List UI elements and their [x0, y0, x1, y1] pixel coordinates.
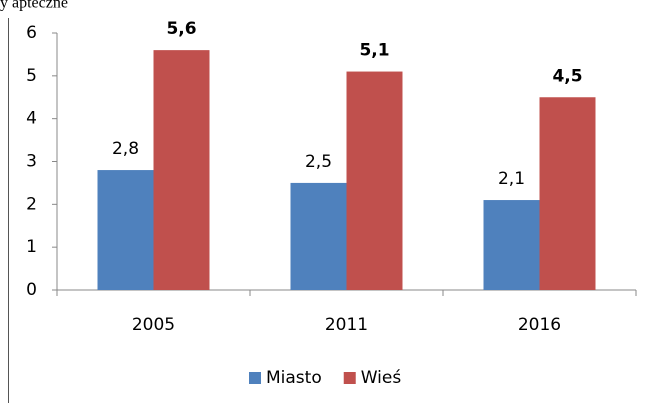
- bar: [97, 170, 154, 290]
- bar: [483, 200, 540, 290]
- x-tick-label: 2016: [518, 315, 561, 335]
- bar: [290, 182, 347, 290]
- x-tick-label: 2005: [132, 315, 175, 335]
- legend-swatch: [343, 372, 356, 384]
- data-label: 5,6: [166, 19, 196, 39]
- legend-swatch: [249, 372, 261, 384]
- data-label: 2,1: [498, 169, 525, 189]
- bar: [539, 97, 596, 290]
- y-tick-label: 6: [26, 23, 37, 43]
- bar: [346, 71, 403, 290]
- y-tick-label: 4: [26, 109, 37, 129]
- data-label: 2,8: [112, 139, 139, 159]
- chart-title: y apteczne: [0, 0, 68, 12]
- legend-label: Wieś: [361, 368, 402, 388]
- data-label: 2,5: [305, 152, 332, 172]
- y-tick-label: 3: [26, 152, 37, 172]
- data-label: 5,1: [359, 41, 389, 61]
- x-tick-label: 2011: [325, 315, 368, 335]
- y-tick-label: 5: [26, 66, 37, 86]
- y-tick-label: 0: [26, 280, 37, 300]
- data-label: 4,5: [552, 66, 582, 86]
- y-tick-label: 1: [26, 237, 37, 257]
- y-tick-label: 2: [26, 194, 37, 214]
- legend-label: Miasto: [266, 368, 322, 388]
- bar: [153, 50, 210, 291]
